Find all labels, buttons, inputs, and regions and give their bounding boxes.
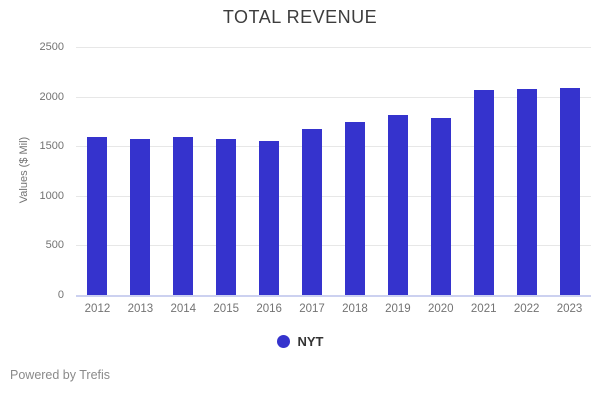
y-axis-tick-labels: 0 500 1000 1500 2000 2500 [0,41,64,301]
y-tick-label-2500: 2500 [39,41,64,53]
gridline-2500 [76,47,591,48]
x-tick-label-2022: 2022 [513,303,540,315]
y-tick-label-1500: 1500 [39,140,64,153]
bar-2013[interactable] [130,139,151,295]
chart-title: TOTAL REVENUE [222,7,378,27]
x-tick-label-2013: 2013 [127,303,154,315]
x-tick-label-2014: 2014 [170,303,197,315]
bar-2021[interactable] [473,89,494,295]
gridline-1500 [76,146,591,148]
gridline-1000 [76,195,591,197]
legend-marker-icon [276,335,290,348]
bar-2020[interactable] [430,118,451,295]
bar-2022[interactable] [516,88,537,295]
y-tick-label-500: 500 [45,239,64,252]
x-tick-label-2021: 2021 [470,303,497,315]
bar-2014[interactable] [173,137,194,295]
bar-2017[interactable] [302,129,323,295]
x-tick-label-2020: 2020 [427,303,454,315]
x-tick-label-2023: 2023 [556,303,583,315]
legend-label: NYT [297,334,324,349]
bar-2012[interactable] [87,137,108,295]
y-tick-label-0: 0 [57,289,64,301]
gridline-500 [76,245,591,247]
bar-2016[interactable] [259,141,280,295]
bar-2015[interactable] [216,138,237,295]
x-tick-label-2018: 2018 [342,303,368,315]
x-axis-tick-labels: 2012 2013 2014 2015 2016 2017 2018 2019 2020 2021… [76,303,591,317]
powered-by-trefis-text: Powered by Trefis [10,368,111,382]
bar-2023[interactable] [559,87,580,295]
y-tick-label-2000: 2000 [39,90,64,103]
bar-2019[interactable] [387,115,408,295]
y-tick-label-1000: 1000 [39,189,64,202]
x-tick-label-2015: 2015 [213,303,239,315]
x-tick-label-2017: 2017 [299,303,325,315]
legend: NYT [0,334,600,349]
bar-2018[interactable] [344,121,365,295]
x-tick-label-2016: 2016 [256,303,282,315]
x-tick-label-2019: 2019 [385,303,411,315]
legend-item-nyt[interactable]: NYT [276,334,324,349]
x-tick-label-2012: 2012 [84,303,111,315]
gridline-2000 [76,96,591,98]
plot-area [76,47,591,297]
